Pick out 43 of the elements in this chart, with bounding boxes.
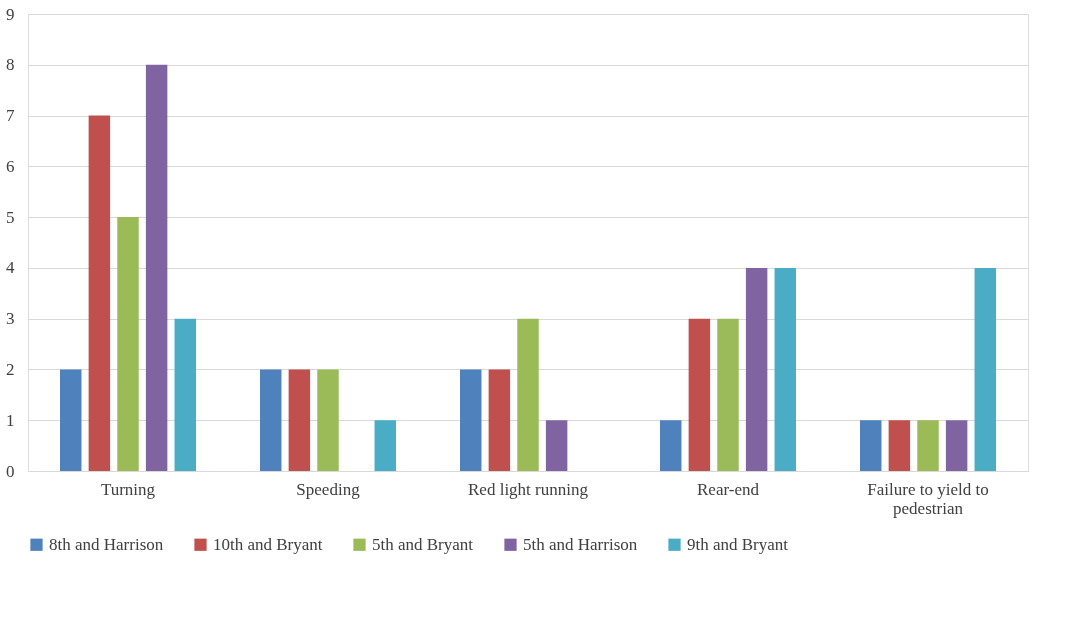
bar — [774, 267, 796, 471]
bar — [488, 369, 511, 471]
bar — [660, 420, 682, 471]
y-tick-label: 8 — [6, 55, 15, 75]
x-tick-label: Speeding — [296, 479, 361, 499]
bar — [717, 318, 739, 471]
x-tick-label: Red light running — [468, 479, 589, 499]
bar — [374, 420, 396, 471]
y-tick-label: 4 — [6, 258, 15, 278]
y-tick-label: 5 — [6, 207, 15, 227]
bar — [145, 64, 168, 471]
bar — [88, 115, 111, 471]
legend-label: 5th and Harrison — [523, 534, 638, 554]
bar — [174, 318, 196, 471]
bar — [688, 318, 711, 471]
bar — [517, 318, 539, 471]
bar — [260, 369, 282, 471]
y-tick-label: 1 — [6, 410, 15, 430]
legend-label: 5th and Bryant — [372, 534, 474, 554]
legend-label: 8th and Harrison — [49, 534, 164, 554]
y-tick-label: 2 — [6, 359, 15, 379]
bar — [60, 369, 82, 471]
bar — [460, 369, 482, 471]
legend-label: 9th and Bryant — [687, 534, 789, 554]
x-tick-label: Turning — [100, 479, 156, 499]
bar — [117, 217, 139, 471]
bar — [974, 267, 996, 471]
bar — [317, 369, 339, 471]
y-tick-label: 6 — [6, 156, 15, 176]
bar — [917, 420, 939, 471]
x-tick-label: Rear-end — [697, 479, 760, 499]
bar — [945, 420, 968, 471]
legend-label: 10th and Bryant — [213, 534, 323, 554]
y-tick-label: 0 — [6, 461, 15, 481]
bar — [288, 369, 311, 471]
bar — [888, 420, 911, 471]
y-tick-label: 7 — [6, 106, 15, 126]
y-tick-label: 3 — [6, 309, 15, 329]
y-tick-label: 9 — [6, 4, 15, 24]
bar — [860, 420, 882, 471]
bar — [545, 420, 568, 471]
bar — [745, 267, 768, 471]
x-tick-label: Failure to yield to pedestrian — [867, 479, 989, 518]
